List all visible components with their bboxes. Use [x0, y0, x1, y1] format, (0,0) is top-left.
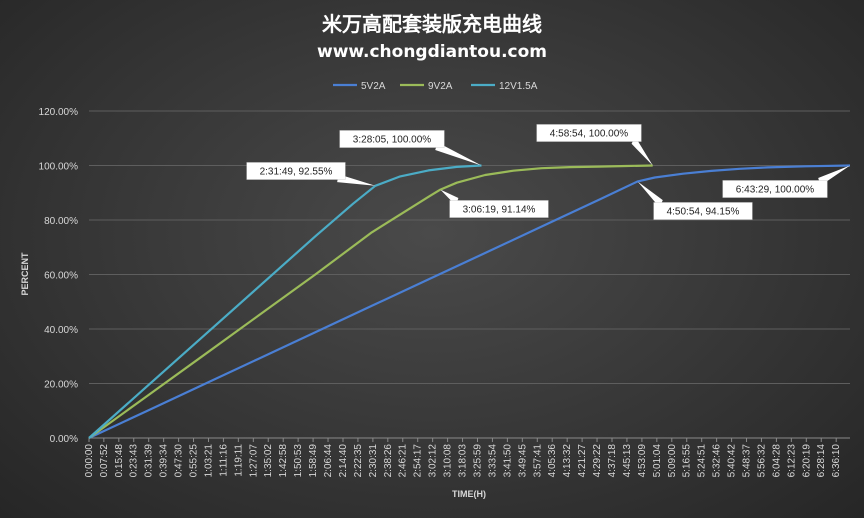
x-tick-label: 0:07:52: [99, 444, 110, 478]
data-label: 3:28:05, 100.00%: [353, 135, 432, 146]
x-tick-label: 0:31:39: [144, 444, 155, 478]
y-tick-labels: 0.00% 20.00% 40.00% 60.00% 80.00% 100.00% 120.…: [39, 107, 79, 445]
x-tick-label: 4:45:13: [622, 444, 633, 478]
x-tick-label: 2:06:44: [323, 444, 334, 478]
x-tick-label: 5:16:55: [682, 444, 693, 478]
data-label: 3:06:19, 91.14%: [463, 205, 536, 216]
x-tick-label: 0:15:48: [114, 444, 125, 478]
x-tick-label: 5:32:46: [712, 444, 723, 478]
x-tick-label: 4:21:27: [577, 444, 588, 478]
x-tick-label: 4:05:36: [547, 444, 558, 478]
x-tick-label: 2:54:17: [413, 444, 424, 478]
callout-box: [722, 180, 828, 198]
x-tick-label: 5:40:42: [727, 444, 738, 478]
data-label: 6:43:29, 100.00%: [736, 185, 815, 196]
x-tick-label: 1:58:49: [308, 444, 319, 478]
x-tick-label: 3:18:03: [458, 444, 469, 478]
x-tick-label: 5:24:51: [697, 444, 708, 478]
y-tick-label: 60.00%: [44, 271, 78, 282]
x-tick-label: 4:13:32: [562, 444, 573, 478]
x-tick-label: 1:11:16: [218, 444, 229, 477]
callout-pointer: [637, 181, 663, 208]
x-tick-label: 5:01:04: [652, 444, 663, 478]
chart-title: 米万高配套装版充电曲线: [322, 12, 542, 36]
x-tick-label: 0:55:25: [189, 444, 200, 478]
callout-box: [449, 200, 549, 218]
x-tick-labels: 0:00:00 0:07:52 0:15:48 0:23:43 0:31:39 0:39:…: [84, 438, 842, 477]
y-tick-label: 40.00%: [44, 325, 78, 336]
x-tick-label: 0:39:34: [159, 444, 170, 478]
x-tick-label: 6:12:23: [786, 444, 797, 478]
data-label: 4:58:54, 100.00%: [550, 129, 629, 140]
callout-pointer: [631, 136, 653, 166]
x-tick-label: 3:25:59: [473, 444, 484, 478]
x-tick-label: 0:47:30: [174, 444, 185, 478]
x-tick-label: 2:14:40: [338, 444, 349, 478]
series-line-9v2a: [88, 164, 653, 439]
x-tick-label: 2:22:35: [353, 444, 364, 478]
y-tick-label: 0.00%: [50, 434, 78, 445]
y-tick-label: 100.00%: [39, 162, 79, 173]
x-tick-label: 1:27:07: [248, 444, 259, 478]
x-tick-label: 3:49:45: [517, 444, 528, 478]
x-tick-label: 1:50:53: [293, 444, 304, 478]
series-line-5v2a: [88, 164, 851, 439]
x-tick-label: 6:28:14: [816, 444, 827, 478]
y-tick-label: 20.00%: [44, 380, 78, 391]
chart-subtitle: www.chongdiantou.com: [317, 42, 547, 62]
x-tick-label: 5:56:32: [756, 444, 767, 478]
x-tick-label: 4:29:22: [592, 444, 603, 478]
callout-box: [653, 202, 753, 220]
legend: 5V2A 9V2A 12V1.5A: [333, 81, 538, 92]
callout-pointer: [435, 142, 482, 166]
data-label: 2:31:49, 92.55%: [260, 167, 333, 178]
data-label: 4:50:54, 94.15%: [667, 207, 740, 218]
x-tick-label: 3:41:50: [502, 444, 513, 478]
callout-pointer: [337, 174, 376, 186]
x-tick-label: 4:37:18: [607, 444, 618, 478]
x-tick-label: 3:10:08: [443, 444, 454, 478]
y-axis-label: PERCENT: [20, 252, 30, 296]
callout-box: [246, 162, 346, 180]
x-tick-label: 2:46:21: [398, 444, 409, 478]
x-tick-label: 1:35:02: [263, 444, 274, 478]
x-tick-label: 6:04:28: [771, 444, 782, 478]
y-tick-label: 120.00%: [39, 107, 79, 118]
callout-box: [339, 130, 445, 148]
x-tick-label: 1:03:21: [203, 444, 214, 478]
x-tick-label: 1:42:58: [278, 444, 289, 478]
series-lines: [88, 164, 851, 439]
y-tick-label: 80.00%: [44, 216, 78, 227]
x-tick-label: 3:33:54: [487, 444, 498, 478]
x-tick-label: 5:48:37: [742, 444, 753, 478]
legend-label: 5V2A: [361, 81, 386, 92]
x-tick-label: 2:30:31: [368, 444, 379, 478]
x-tick-label: 6:36:10: [831, 444, 842, 478]
data-callouts: 2:31:49, 92.55% 3:28:05, 100.00% 3:06:19, …: [246, 124, 850, 220]
x-tick-label: 2:38:26: [383, 444, 394, 478]
series-line-12v1-5a: [88, 164, 482, 439]
callout-box: [536, 124, 642, 142]
x-tick-label: 5:09:00: [667, 444, 678, 478]
x-axis-label: TIME(H): [452, 489, 486, 499]
x-tick-label: 3:57:41: [532, 444, 543, 478]
legend-label: 12V1.5A: [499, 81, 538, 92]
x-tick-label: 1:19:11: [233, 444, 244, 477]
x-tick-label: 0:23:43: [129, 444, 140, 478]
x-tick-label: 0:00:00: [84, 444, 95, 478]
x-tick-label: 6:20:19: [801, 444, 812, 478]
x-tick-label: 4:53:09: [637, 444, 648, 478]
legend-label: 9V2A: [428, 81, 453, 92]
x-tick-label: 3:02:12: [428, 444, 439, 478]
